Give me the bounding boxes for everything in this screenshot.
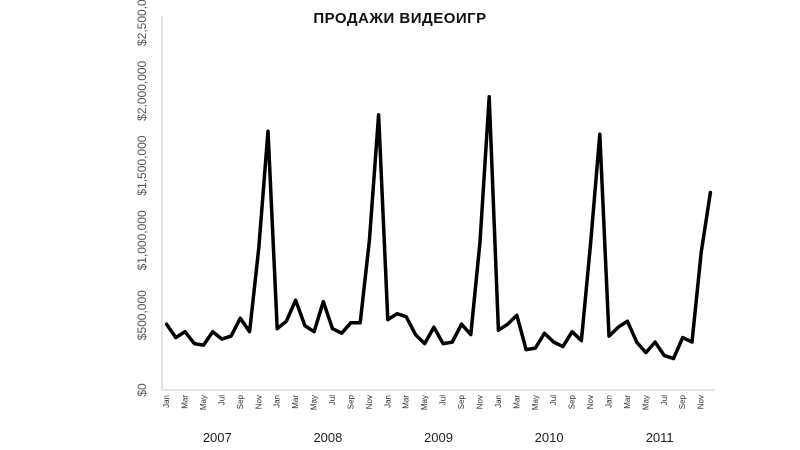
y-tick-label: $1,000,000 (135, 210, 149, 270)
x-year-label: 2007 (203, 430, 232, 445)
x-tick-label: Mar (181, 395, 190, 409)
x-tick-label: Jul (660, 395, 669, 405)
x-tick-label: Nov (586, 395, 595, 409)
x-tick-label: Jul (217, 395, 226, 405)
x-tick-label: May (199, 395, 208, 410)
x-tick-label: Jan (383, 395, 392, 408)
x-tick-label: Jan (605, 395, 614, 408)
x-tick-label: Jul (549, 395, 558, 405)
x-tick-label: Mar (623, 395, 632, 409)
x-tick-label: Mar (512, 395, 521, 409)
x-year-label: 2011 (646, 430, 674, 445)
x-tick-label: Jan (273, 395, 282, 408)
x-year-label: 2010 (535, 430, 564, 445)
x-tick-label: May (310, 395, 319, 410)
x-tick-label: Nov (365, 395, 374, 409)
y-tick-label: $1,500,000 (135, 135, 149, 195)
y-tick-label: $0 (135, 383, 149, 397)
x-tick-label: Nov (254, 395, 263, 409)
y-tick-label: $2,000,000 (135, 60, 149, 120)
x-tick-label: Mar (291, 395, 300, 409)
x-tick-label: Jan (162, 395, 171, 408)
x-tick-label: May (420, 395, 429, 410)
x-tick-label: May (641, 395, 650, 410)
y-tick-label: $2,500,000 (135, 0, 149, 46)
x-year-label: 2009 (424, 430, 453, 445)
x-tick-label: Sep (346, 394, 355, 409)
x-tick-label: Sep (568, 394, 577, 409)
x-tick-label: Jul (328, 395, 337, 405)
x-tick-label: Mar (402, 395, 411, 409)
y-tick-label: $500,000 (135, 290, 149, 340)
x-tick-label: May (531, 395, 540, 410)
x-tick-label: Sep (678, 394, 687, 409)
x-tick-label: Nov (475, 395, 484, 409)
series-line (164, 95, 713, 361)
chart-title: ПРОДАЖИ ВИДЕОИГР (313, 10, 487, 27)
x-tick-label: Sep (236, 394, 245, 409)
x-tick-label: Nov (697, 395, 706, 409)
x-tick-label: Jul (439, 395, 448, 405)
x-tick-label: Jan (494, 395, 503, 408)
x-year-label: 2008 (313, 430, 342, 445)
x-tick-label: Sep (457, 394, 466, 409)
